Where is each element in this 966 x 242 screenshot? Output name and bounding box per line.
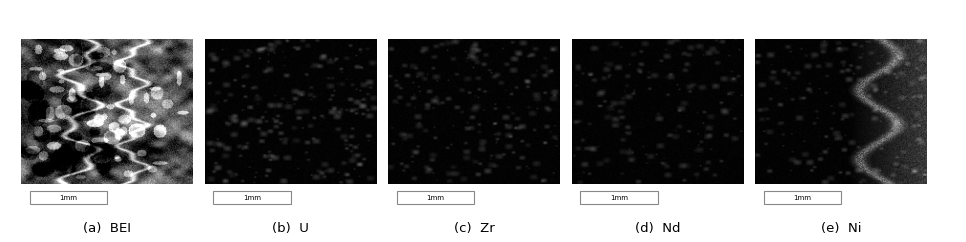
Text: (d)  Nd: (d) Nd: [635, 222, 681, 235]
Text: (b)  U: (b) U: [272, 222, 309, 235]
Text: (c)  Zr: (c) Zr: [454, 222, 495, 235]
Text: 1mm: 1mm: [60, 195, 77, 201]
Text: 1mm: 1mm: [794, 195, 811, 201]
Text: 1mm: 1mm: [243, 195, 261, 201]
Text: (e)  Ni: (e) Ni: [821, 222, 862, 235]
Text: (a)  BEI: (a) BEI: [83, 222, 131, 235]
Text: 1mm: 1mm: [611, 195, 628, 201]
Text: 1mm: 1mm: [427, 195, 444, 201]
